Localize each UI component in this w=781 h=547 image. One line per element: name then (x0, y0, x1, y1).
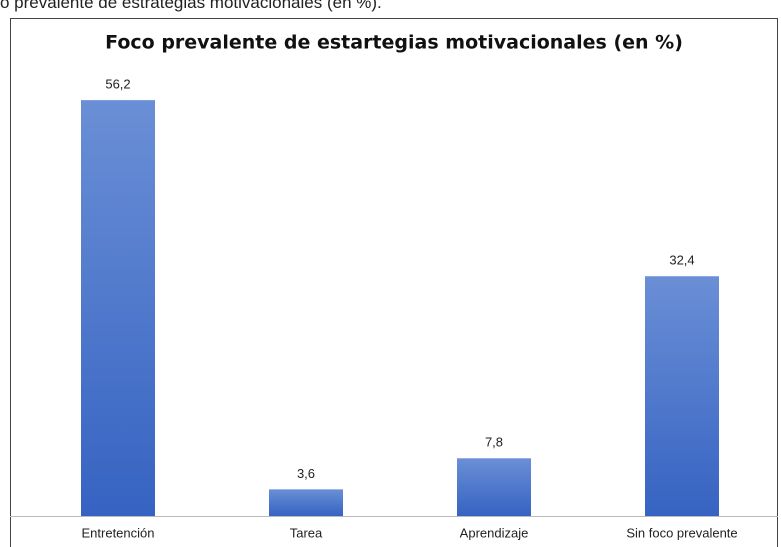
data-label: 56,2 (105, 77, 130, 92)
data-label: 3,6 (297, 466, 315, 481)
chart-title: Foco prevalente de estartegias motivacio… (105, 32, 683, 54)
data-label: 32,4 (669, 253, 694, 268)
data-label: 7,8 (485, 435, 503, 450)
caption: o prevalente de estrategias motivacional… (0, 0, 382, 12)
bar (81, 100, 155, 517)
bar (269, 489, 343, 516)
x-tick-label: Entretención (82, 525, 155, 540)
bar (645, 276, 719, 516)
x-tick-label: Aprendizaje (460, 525, 529, 540)
x-tick-label: Tarea (290, 525, 323, 540)
x-tick-label: Sin foco prevalente (626, 525, 737, 540)
bar (457, 458, 531, 516)
